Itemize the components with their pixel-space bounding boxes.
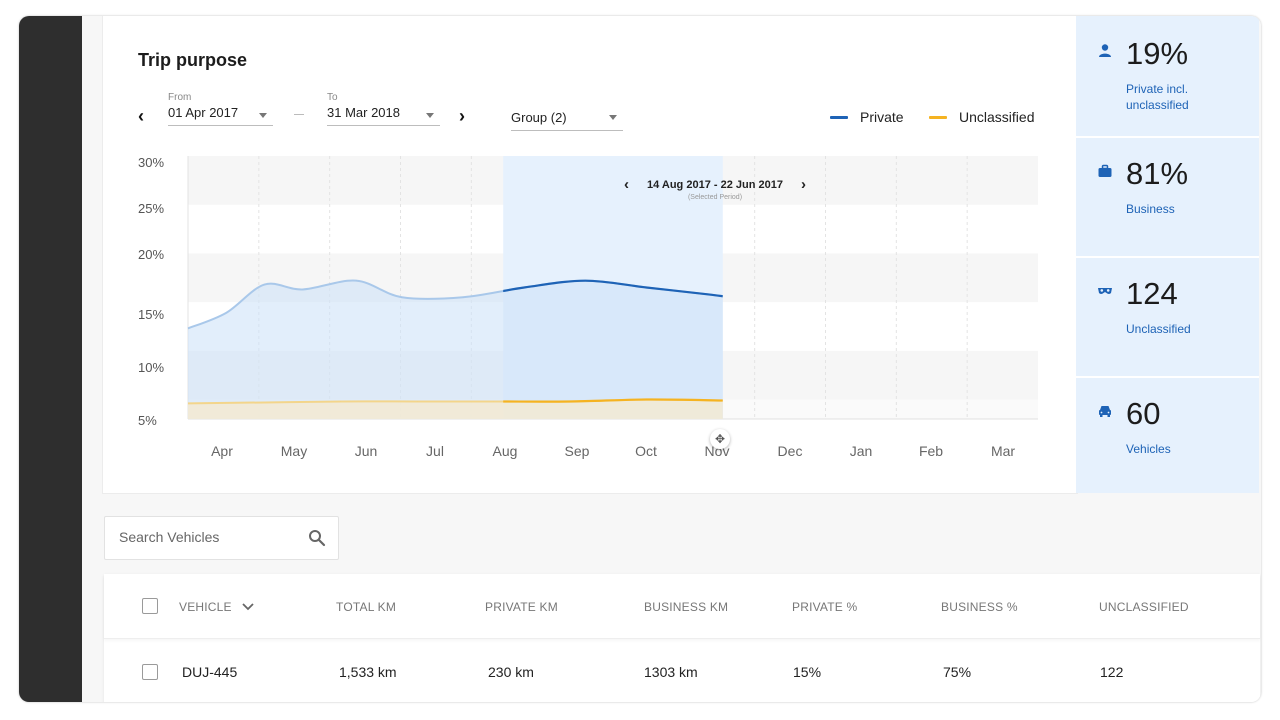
group-value: Group (2) <box>511 110 567 125</box>
column-header-unclassified[interactable]: UNCLASSIFIED <box>1099 600 1189 614</box>
move-handle-icon[interactable]: ✥ <box>710 429 730 449</box>
legend-unclassified: Unclassified <box>929 109 1034 125</box>
private-area <box>188 280 723 419</box>
stat-value: 19% <box>1126 36 1189 71</box>
selected-period-header: ‹ 14 Aug 2017 - 22 Jun 2017 (Selected Pe… <box>604 176 826 201</box>
car-icon <box>1099 406 1111 417</box>
legend-label-private: Private <box>860 109 904 125</box>
period-next-button[interactable]: › <box>801 176 806 193</box>
x-tick-label: May <box>280 443 308 459</box>
from-date-field[interactable]: From 01 Apr 2017 <box>168 92 273 126</box>
stat-label: Business <box>1126 202 1175 216</box>
range-separator <box>294 114 304 115</box>
app-window: Trip purpose ‹ From 01 Apr 2017 To 31 Ma… <box>19 16 1261 702</box>
select-all-checkbox[interactable] <box>142 598 158 614</box>
trip-purpose-card: Trip purpose ‹ From 01 Apr 2017 To 31 Ma… <box>102 16 1078 494</box>
column-header-private-km[interactable]: PRIVATE KM <box>485 600 558 614</box>
group-select[interactable]: Group (2) <box>511 108 623 131</box>
x-tick-label: Sep <box>564 443 590 459</box>
selected-period-range: 14 Aug 2017 - 22 Jun 2017 <box>647 179 783 191</box>
x-tick-label: Jun <box>354 443 378 459</box>
legend-private: Private <box>830 109 904 125</box>
person-icon <box>1099 44 1111 57</box>
row-checkbox[interactable] <box>142 664 158 680</box>
main-content: Trip purpose ‹ From 01 Apr 2017 To 31 Ma… <box>82 16 1261 702</box>
y-tick-label: 15% <box>138 307 165 322</box>
chevron-down-icon <box>609 115 617 120</box>
column-header-private-pct[interactable]: PRIVATE % <box>792 600 858 614</box>
y-tick-label: 20% <box>138 247 165 262</box>
next-range-button[interactable]: › <box>459 106 465 126</box>
y-tick-label: 10% <box>138 360 165 375</box>
legend-label-unclassified: Unclassified <box>959 109 1035 125</box>
search-box <box>104 516 339 560</box>
column-header-total-km[interactable]: TOTAL KM <box>336 600 397 614</box>
y-tick-label: 25% <box>138 201 165 216</box>
x-tick-label: Feb <box>918 443 944 459</box>
cell-private-km: 230 km <box>488 664 534 680</box>
selected-period-label: (Selected Period) <box>687 194 743 201</box>
stat-unclassified: 124 Unclassified <box>1076 256 1259 378</box>
column-header-vehicle[interactable]: VEHICLE <box>179 600 254 614</box>
stats-panel: 19% Private incl. unclassified 81% Busin… <box>1076 16 1259 493</box>
trip-purpose-chart <box>187 156 1038 420</box>
table-header: VEHICLE TOTAL KM PRIVATE KM BUSINESS KM … <box>104 574 1260 639</box>
y-tick-label: 5% <box>138 413 157 428</box>
chevron-down-icon <box>426 113 434 118</box>
search-input[interactable] <box>117 528 301 546</box>
to-value: 31 Mar 2018 <box>327 105 400 120</box>
column-header-business-km[interactable]: BUSINESS KM <box>644 600 729 614</box>
stat-vehicles: 60 Vehicles <box>1076 376 1259 496</box>
to-date-field[interactable]: To 31 Mar 2018 <box>327 92 440 126</box>
card-title: Trip purpose <box>138 50 248 70</box>
from-label: From <box>168 92 192 103</box>
x-tick-label: Jul <box>426 443 444 459</box>
search-icon[interactable] <box>308 529 326 547</box>
briefcase-icon <box>1098 164 1112 177</box>
y-tick-label: 30% <box>138 155 165 170</box>
private-line-selected <box>503 279 723 298</box>
x-tick-label: Jan <box>849 443 873 459</box>
stat-label: Private incl. unclassified <box>1126 82 1189 112</box>
stat-business: 81% Business <box>1076 136 1259 258</box>
chevron-down-icon <box>242 603 254 611</box>
x-tick-label: Dec <box>777 443 803 459</box>
legend-swatch-private <box>830 115 848 119</box>
previous-range-button[interactable]: ‹ <box>138 106 144 126</box>
x-tick-label: Mar <box>990 443 1016 459</box>
to-label: To <box>327 92 338 103</box>
x-tick-label: Oct <box>635 443 657 459</box>
vehicles-table: VEHICLE TOTAL KM PRIVATE KM BUSINESS KM … <box>104 574 1260 702</box>
cell-unclassified: 122 <box>1100 664 1124 680</box>
x-tick-label: Apr <box>211 443 233 459</box>
unclassified-line-selected <box>503 398 723 403</box>
chevron-down-icon <box>259 113 267 118</box>
stat-label: Vehicles <box>1126 442 1171 456</box>
cell-total-km: 1,533 km <box>339 664 397 680</box>
period-prev-button[interactable]: ‹ <box>624 176 629 193</box>
cell-vehicle: DUJ-445 <box>182 664 238 680</box>
stat-value: 81% <box>1126 156 1189 191</box>
column-header-business-pct[interactable]: BUSINESS % <box>941 600 1018 614</box>
mask-icon <box>1098 288 1112 294</box>
stat-value: 60 <box>1126 396 1161 431</box>
from-value: 01 Apr 2017 <box>168 105 239 120</box>
cell-business-km: 1303 km <box>644 664 698 680</box>
stat-label: Unclassified <box>1126 322 1191 336</box>
cell-private-pct: 15% <box>793 664 822 680</box>
x-tick-label: Aug <box>492 443 518 459</box>
cell-business-pct: 75% <box>943 664 972 680</box>
legend-swatch-unclassified <box>929 115 947 119</box>
stat-private: 19% Private incl. unclassified <box>1076 16 1259 138</box>
sidebar <box>19 16 82 702</box>
unclassified-area <box>188 399 723 419</box>
stat-value: 124 <box>1126 276 1178 311</box>
column-header-label: VEHICLE <box>179 600 232 614</box>
